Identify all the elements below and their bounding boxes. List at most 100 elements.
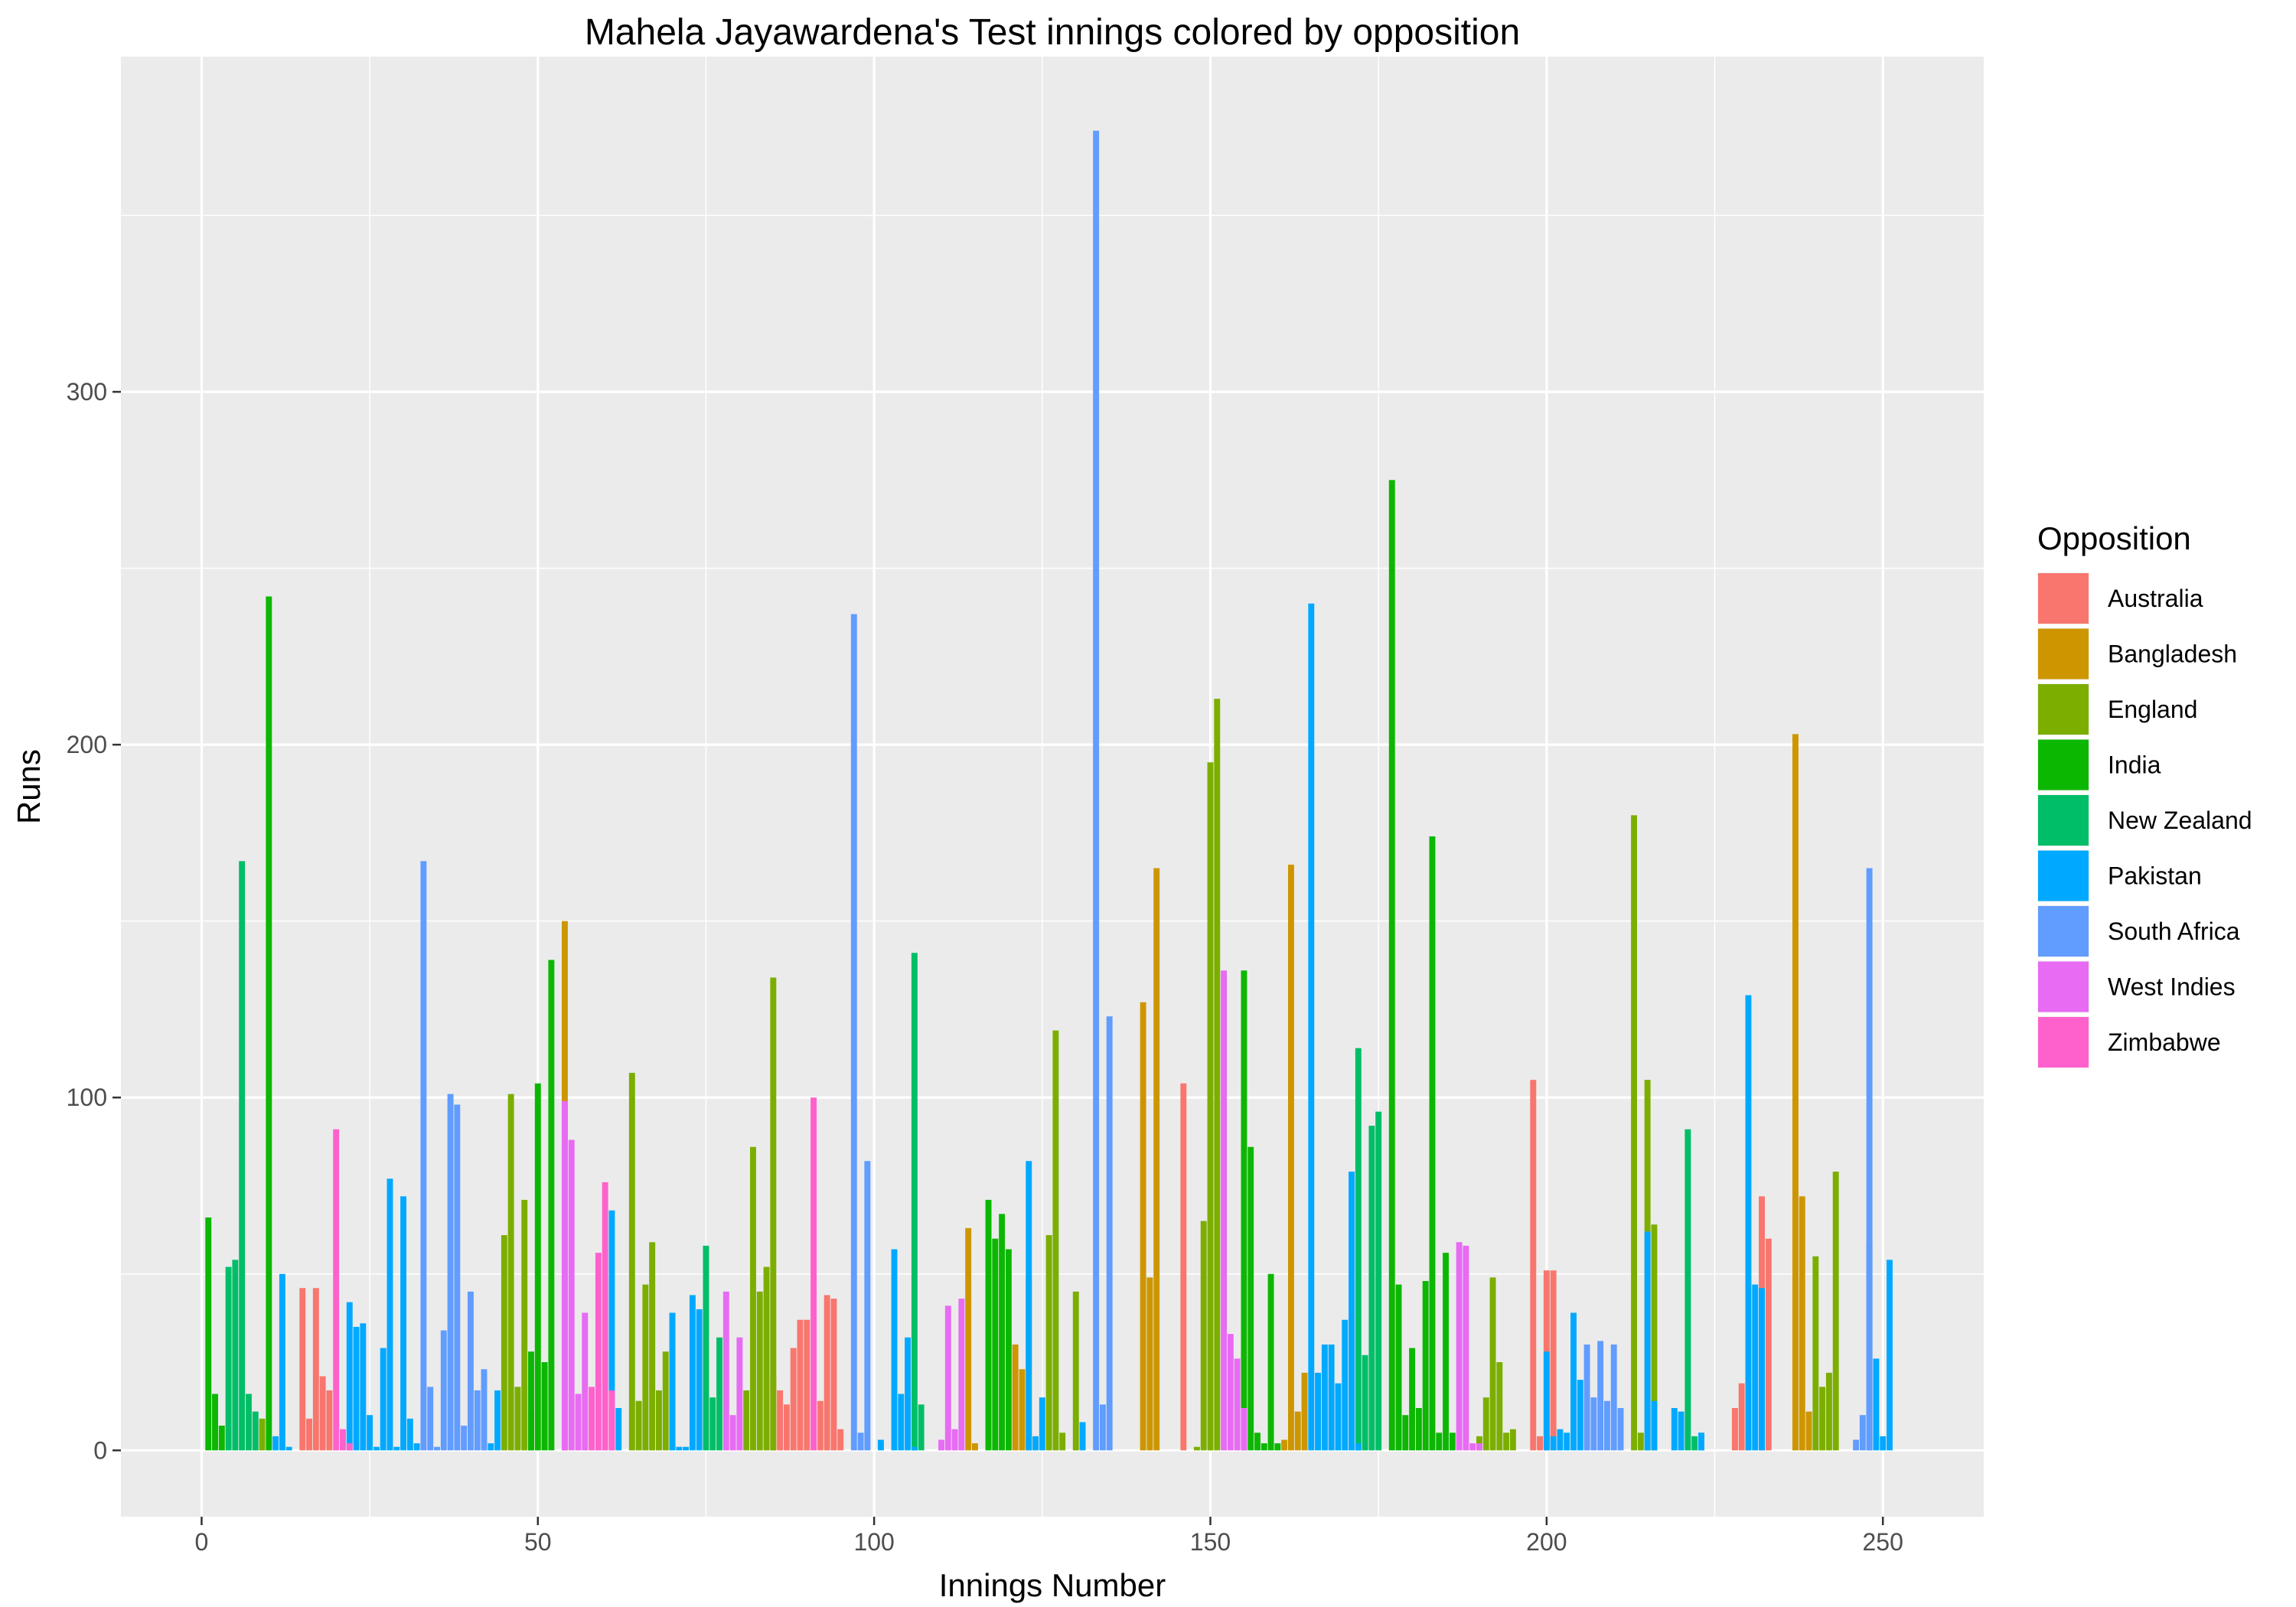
bar-australia [777, 1390, 784, 1451]
bar-australia [837, 1429, 844, 1451]
bar-india [1241, 970, 1247, 1451]
bar-pakistan [400, 1196, 407, 1451]
bar-pakistan [488, 1443, 494, 1451]
bar-zimbabwe [810, 1097, 817, 1451]
bar-south-africa [434, 1446, 440, 1451]
bar-india [1274, 1443, 1281, 1451]
bar-india [992, 1238, 999, 1451]
bar-pakistan [367, 1415, 373, 1451]
bar-england [1482, 1397, 1489, 1451]
bar-west-indies [1456, 1242, 1463, 1451]
bar-west-indies [1463, 1245, 1469, 1451]
bar-bangladesh [1799, 1196, 1805, 1451]
legend-swatch-new-zealand [2038, 795, 2089, 846]
legend-label-new-zealand: New Zealand [2108, 807, 2252, 834]
legend-swatch-south-africa [2038, 906, 2089, 957]
bar-england [501, 1235, 507, 1451]
bar-australia [804, 1319, 810, 1451]
bar-pakistan [346, 1302, 353, 1451]
bar-west-indies [1227, 1334, 1234, 1451]
bar-pakistan [393, 1446, 400, 1451]
chart-title: Mahela Jayawardena's Test innings colore… [585, 12, 1520, 53]
bar-england [1631, 815, 1638, 1451]
legend-label-zimbabwe: Zimbabwe [2108, 1028, 2221, 1056]
bar-england [656, 1390, 662, 1451]
bar-west-indies [1476, 1443, 1482, 1451]
bar-pakistan [1308, 603, 1315, 1451]
bar-west-indies [561, 1100, 568, 1451]
y-axis: 0 100 200 300 [67, 378, 121, 1464]
bar-pakistan [1745, 995, 1752, 1451]
bar-bangladesh [1146, 1277, 1153, 1451]
bar-england [750, 1146, 756, 1451]
bar-australia [830, 1299, 837, 1451]
bar-australia [1738, 1383, 1745, 1451]
bar-england [649, 1242, 656, 1451]
bar-england [259, 1418, 266, 1451]
bar-south-africa [1106, 1016, 1113, 1451]
bar-pakistan [1321, 1344, 1328, 1451]
bar-england [1651, 1224, 1658, 1451]
y-tick-label: 200 [67, 731, 107, 758]
bar-pakistan [1543, 1351, 1550, 1451]
bar-pakistan [1570, 1312, 1577, 1451]
bar-australia [306, 1418, 312, 1451]
bar-pakistan [353, 1326, 360, 1451]
bar-west-indies [729, 1415, 736, 1451]
bar-pakistan [494, 1390, 501, 1451]
bar-south-africa [1093, 130, 1100, 1451]
bar-england [1832, 1172, 1839, 1451]
legend-label-india: India [2108, 751, 2161, 779]
legend-swatch-zimbabwe [2038, 1017, 2089, 1068]
bar-england [642, 1284, 649, 1451]
bar-pakistan [1557, 1429, 1564, 1451]
bar-england [662, 1351, 669, 1451]
bar-new-zealand [1375, 1111, 1382, 1451]
bar-south-africa [440, 1330, 447, 1451]
bar-pakistan [1880, 1436, 1887, 1451]
bar-south-africa [1590, 1397, 1597, 1451]
bar-pakistan [696, 1309, 703, 1451]
bar-england [1509, 1429, 1516, 1451]
legend-label-south-africa: South Africa [2108, 918, 2240, 945]
bar-zimbabwe [608, 1390, 615, 1451]
bar-pakistan [360, 1323, 367, 1451]
bar-new-zealand [1691, 1436, 1698, 1451]
bar-pakistan [1349, 1172, 1355, 1451]
bar-england [1503, 1433, 1510, 1451]
bar-zimbabwe [589, 1387, 595, 1451]
bar-west-indies [1241, 1407, 1247, 1451]
bar-new-zealand [239, 861, 246, 1451]
bar-west-indies [951, 1429, 958, 1451]
bar-zimbabwe [346, 1443, 353, 1451]
bar-england [1200, 1221, 1207, 1451]
bar-south-africa [857, 1433, 864, 1451]
bar-india [205, 1217, 212, 1451]
bar-england [1812, 1256, 1819, 1451]
bar-england [756, 1291, 763, 1451]
bar-india [218, 1426, 225, 1451]
bar-new-zealand [716, 1337, 722, 1451]
legend: Opposition Australia Bangladesh England Ind… [2037, 520, 2252, 1068]
bar-australia [1530, 1080, 1537, 1451]
legend-label-england: England [2108, 696, 2197, 723]
bar-bangladesh [971, 1443, 978, 1451]
bar-india [1254, 1433, 1261, 1451]
bar-zimbabwe [340, 1429, 346, 1451]
bar-pakistan [1678, 1411, 1684, 1451]
x-tick-label: 150 [1190, 1528, 1231, 1556]
bar-pakistan [1079, 1422, 1086, 1451]
bar-west-indies [1234, 1358, 1241, 1451]
bar-pakistan [1564, 1433, 1570, 1451]
bar-australia [790, 1348, 797, 1451]
bar-england [521, 1199, 528, 1451]
bar-australia [817, 1400, 823, 1451]
bar-new-zealand [225, 1266, 232, 1451]
bar-india [1395, 1284, 1402, 1451]
bar-west-indies [582, 1312, 589, 1451]
bar-bangladesh [1012, 1344, 1019, 1451]
bar-south-africa [447, 1094, 454, 1451]
bar-india [1267, 1273, 1274, 1451]
y-tick-label: 300 [67, 378, 107, 406]
